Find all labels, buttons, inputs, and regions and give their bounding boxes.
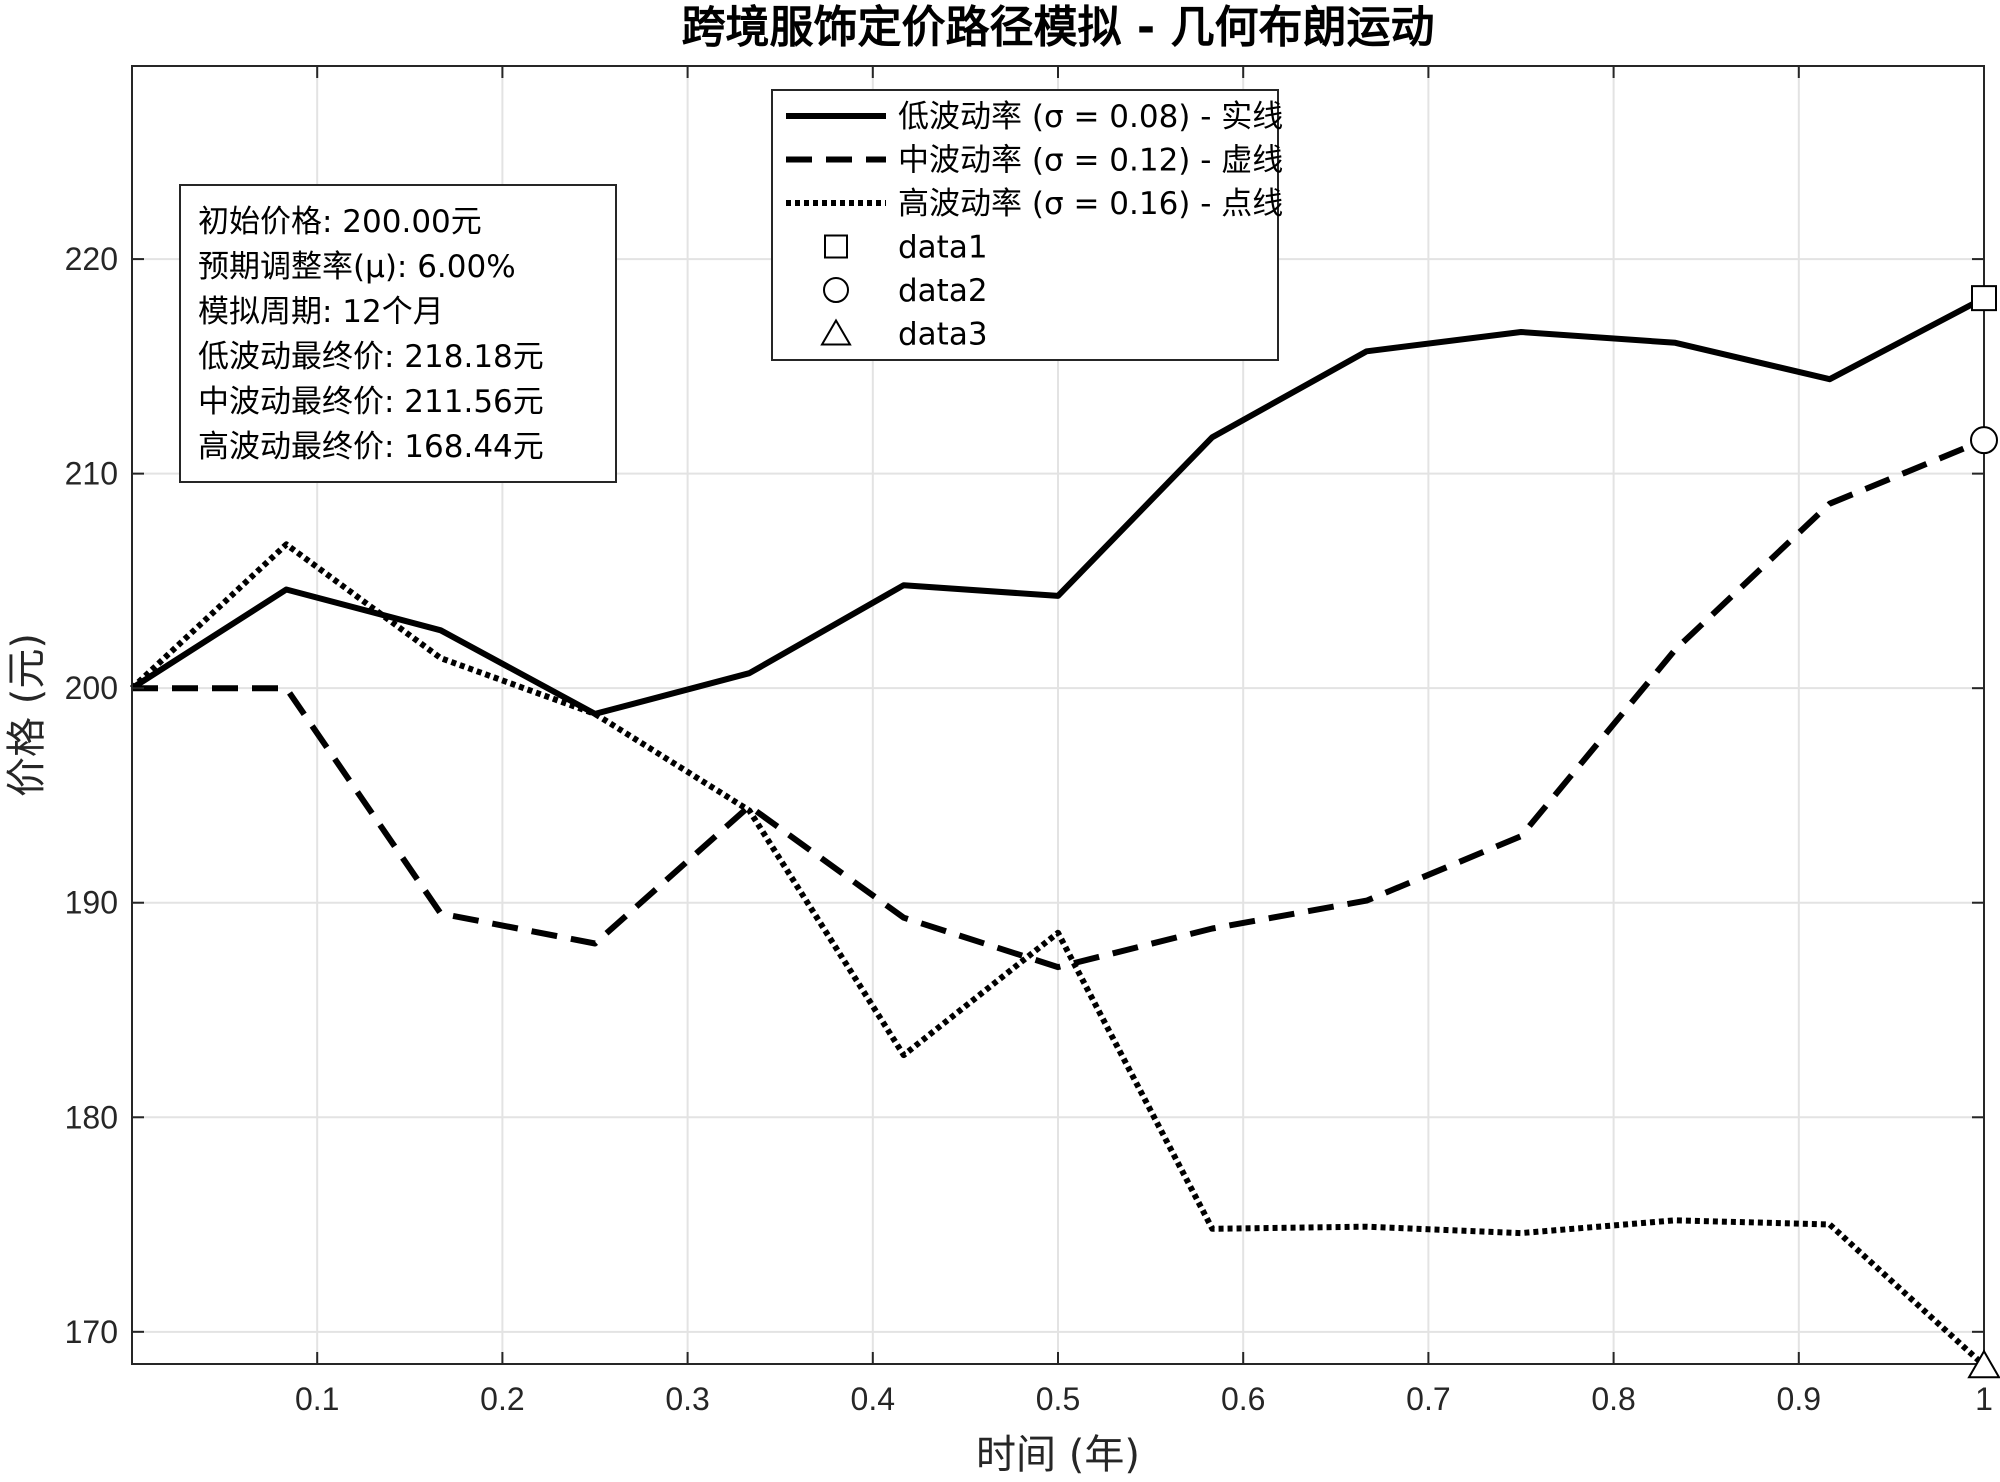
marker-data1 xyxy=(1971,285,1997,312)
legend-label: 高波动率 (σ = 0.16) - 点线 xyxy=(898,186,1283,222)
axis-ticks: 0.1 0.2 0.3 0.4 0.5 0.6 0.7 0.8 0.9 1 170 180 190 200… xyxy=(65,66,1993,1417)
series-line-solid xyxy=(130,295,1986,717)
x-tick-label: 0.6 xyxy=(1221,1381,1265,1417)
x-tick-label: 0.2 xyxy=(480,1381,524,1417)
y-tick-label: 200 xyxy=(65,670,118,706)
legend-marker-data1 xyxy=(824,234,848,259)
legend-label: 低波动率 (σ = 0.08) - 实线 xyxy=(898,99,1283,135)
legend-label: data3 xyxy=(898,317,988,353)
series-line-dotted xyxy=(129,541,1987,1368)
x-tick-label: 0.9 xyxy=(1777,1381,1821,1417)
end-markers xyxy=(1967,285,2000,1379)
y-axis-label: 价格 (元) xyxy=(4,633,50,797)
info-line: 中波动最终价: 211.56元 xyxy=(198,384,544,420)
x-tick-label: 0.4 xyxy=(851,1381,895,1417)
series-lines xyxy=(129,295,1987,1368)
info-line: 低波动最终价: 218.18元 xyxy=(198,339,544,375)
legend-label: 中波动率 (σ = 0.12) - 虚线 xyxy=(898,143,1283,179)
series-line-dashed xyxy=(132,437,1986,971)
x-tick-label: 0.3 xyxy=(665,1381,709,1417)
chart-title: 跨境服饰定价路径模拟 - 几何布朗运动 xyxy=(682,2,1435,53)
x-tick-label: 0.8 xyxy=(1591,1381,1635,1417)
y-tick-label: 170 xyxy=(65,1314,118,1350)
x-tick-label: 1 xyxy=(1975,1381,1993,1417)
marker-data3 xyxy=(1967,1349,2000,1379)
x-tick-label: 0.5 xyxy=(1036,1381,1080,1417)
legend-box xyxy=(771,89,1279,361)
legend-marker-data2 xyxy=(823,277,849,303)
info-line: 初始价格: 200.00元 xyxy=(198,204,482,240)
y-tick-label: 210 xyxy=(65,456,118,492)
y-tick-label: 220 xyxy=(65,241,118,277)
legend-label: data1 xyxy=(898,230,988,266)
x-tick-label: 0.1 xyxy=(295,1381,339,1417)
info-line: 预期调整率(μ): 6.00% xyxy=(198,249,516,285)
info-box-frame xyxy=(179,184,617,483)
marker-data2 xyxy=(1970,426,1998,455)
x-tick-label: 0.7 xyxy=(1406,1381,1450,1417)
legend-label: data2 xyxy=(898,273,988,309)
info-line: 高波动最终价: 168.44元 xyxy=(198,429,544,465)
y-tick-label: 180 xyxy=(65,1099,118,1135)
info-line: 模拟周期: 12个月 xyxy=(198,294,444,330)
legend-marker-data3 xyxy=(820,318,852,346)
x-axis-label: 时间 (年) xyxy=(976,1432,1140,1478)
y-tick-label: 190 xyxy=(65,885,118,921)
